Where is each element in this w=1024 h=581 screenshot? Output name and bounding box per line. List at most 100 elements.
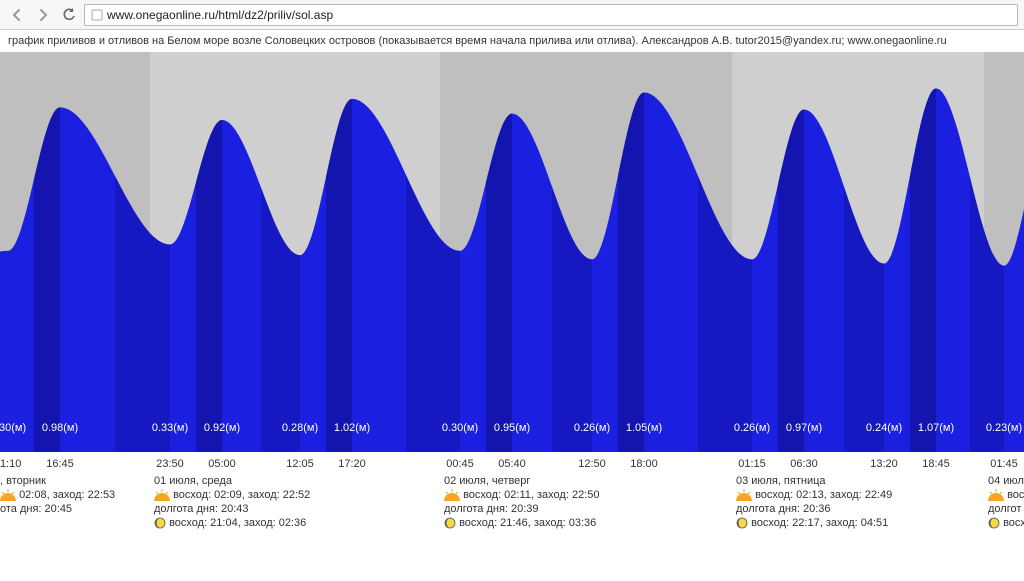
tide-height-label: 0.97(м): [786, 422, 822, 434]
sun-text: восход: 02:09, заход: 22:52: [173, 489, 310, 501]
sun-line: восход: 02:09, заход: 22:52: [154, 488, 438, 502]
page-caption: график приливов и отливов на Белом море …: [0, 30, 1024, 52]
tide-time-label: 06:30: [790, 458, 818, 470]
sun-text: восход: 02:11, заход: 22:50: [463, 489, 599, 501]
tide-height-label: 1.02(м): [334, 422, 370, 434]
sun-text: 02:08, заход: 22:53: [19, 489, 115, 501]
moon-line: восход: 21:46, заход: 03:36: [444, 516, 730, 530]
wave-shade-stripe: [698, 52, 752, 452]
page-icon: [91, 9, 103, 21]
sun-line: восход: 02:11, заход: 22:50: [444, 488, 730, 502]
tide-height-label: 0.23(м): [986, 422, 1022, 434]
day-info-block: 03 июля, пятница восход: 02:13, заход: 2…: [736, 474, 982, 530]
wave-shade-stripe: [486, 52, 512, 452]
daylength-line: долгота дня: 20:36: [736, 502, 982, 516]
tide-height-label: 0.26(м): [574, 422, 610, 434]
tide-time-label: 11:10: [0, 458, 21, 470]
wave-shade-stripe: [34, 52, 60, 452]
day-title: 02 июля, четверг: [444, 474, 730, 488]
moon-text: восход: 01:53: [1003, 517, 1024, 529]
moon-icon: [988, 517, 1000, 529]
sun-icon: [988, 489, 1004, 501]
tide-time-label: 16:45: [46, 458, 74, 470]
day-title: , вторник: [0, 474, 144, 488]
wave-shade-stripe: [910, 52, 936, 452]
tide-chart: 0.30(м) 0.98(м) 0.33(м) 0.92(м) 0.28(м) 1.02(…: [0, 52, 1024, 452]
tide-time-label: 23:50: [156, 458, 184, 470]
wave-shade-stripe: [261, 52, 300, 452]
moon-line: восход: 22:17, заход: 04:51: [736, 516, 982, 530]
wave-shade-stripe: [970, 52, 1004, 452]
tide-height-label: 0.98(м): [42, 422, 78, 434]
tide-height-label: 0.28(м): [282, 422, 318, 434]
wave-shade-stripe: [406, 52, 460, 452]
tide-height-label: 1.05(м): [626, 422, 662, 434]
tide-height-label: 1.07(м): [918, 422, 954, 434]
daylength-line: долгота дня: 20:43: [154, 502, 438, 516]
tide-time-label: 13:20: [870, 458, 898, 470]
moon-icon: [154, 517, 166, 529]
moon-text: восход: 21:04, заход: 02:36: [169, 517, 306, 529]
sun-line: восход: 02:13, заход: 22:49: [736, 488, 982, 502]
forward-button[interactable]: [32, 4, 54, 26]
moon-line: восход: 21:04, заход: 02:36: [154, 516, 438, 530]
url-text: www.onegaonline.ru/html/dz2/priliv/sol.a…: [107, 8, 333, 22]
day-title: 03 июля, пятница: [736, 474, 982, 488]
moon-text: восход: 22:17, заход: 04:51: [751, 517, 888, 529]
sun-icon: [154, 489, 170, 501]
tide-time-label: 05:00: [208, 458, 236, 470]
moon-line: восход: 01:53: [988, 516, 1024, 530]
wave-shade-stripe: [844, 52, 884, 452]
wave-shade-stripe: [115, 52, 170, 452]
reload-button[interactable]: [58, 4, 80, 26]
back-icon: [10, 8, 24, 22]
sun-line: 02:08, заход: 22:53: [0, 488, 144, 502]
wave-shade-stripe: [618, 52, 644, 452]
tide-time-label: 17:20: [338, 458, 366, 470]
tide-height-label: 0.26(м): [734, 422, 770, 434]
moon-text: восход: 21:46, заход: 03:36: [459, 517, 596, 529]
sun-icon: [736, 489, 752, 501]
day-info-block: 02 июля, четверг восход: 02:11, заход: 2…: [444, 474, 730, 530]
tide-height-label: 0.24(м): [866, 422, 902, 434]
sun-icon: [0, 489, 16, 501]
moon-icon: [736, 517, 748, 529]
wave-shade-stripe: [552, 52, 592, 452]
daylength-line: долгот: [988, 502, 1024, 516]
url-bar[interactable]: www.onegaonline.ru/html/dz2/priliv/sol.a…: [84, 4, 1018, 26]
daylength-line: ота дня: 20:45: [0, 502, 144, 516]
tide-time-label: 01:45: [990, 458, 1018, 470]
chart-footer: 11:10 16:45 23:50 05:00 12:05 17:20 00:45 05:40…: [0, 452, 1024, 548]
sun-text: восход: 02:13, заход: 22:49: [755, 489, 892, 501]
day-info-block: 04 июл восходолгот восход: 01:53: [988, 474, 1024, 530]
day-info-block: 01 июля, среда восход: 02:09, заход: 22:…: [154, 474, 438, 530]
wave-shade-stripe: [196, 52, 222, 452]
reload-icon: [62, 8, 76, 22]
back-button[interactable]: [6, 4, 28, 26]
tide-height-label: 0.33(м): [152, 422, 188, 434]
tide-time-label: 01:15: [738, 458, 766, 470]
tide-height-label: 0.92(м): [204, 422, 240, 434]
day-title: 01 июля, среда: [154, 474, 438, 488]
browser-toolbar: www.onegaonline.ru/html/dz2/priliv/sol.a…: [0, 0, 1024, 30]
tide-time-label: 18:00: [630, 458, 658, 470]
tide-height-label: 0.95(м): [494, 422, 530, 434]
tide-time-label: 18:45: [922, 458, 950, 470]
day-title: 04 июл: [988, 474, 1024, 488]
day-info-block: , вторник 02:08, заход: 22:53ота дня: 20…: [0, 474, 144, 516]
tide-time-label: 12:05: [286, 458, 314, 470]
forward-icon: [36, 8, 50, 22]
time-axis: 11:10 16:45 23:50 05:00 12:05 17:20 00:45 05:40…: [0, 452, 1024, 474]
tide-height-label: 0.30(м): [0, 422, 26, 434]
daylength-line: долгота дня: 20:39: [444, 502, 730, 516]
tide-time-label: 00:45: [446, 458, 474, 470]
sun-line: восхо: [988, 488, 1024, 502]
day-info-row: , вторник 02:08, заход: 22:53ота дня: 20…: [0, 474, 1024, 548]
sun-text: восхо: [1007, 489, 1024, 501]
sun-icon: [444, 489, 460, 501]
wave-shade-stripe: [326, 52, 352, 452]
moon-icon: [444, 517, 456, 529]
tide-time-label: 05:40: [498, 458, 526, 470]
tide-time-label: 12:50: [578, 458, 606, 470]
wave-shade-stripe: [778, 52, 804, 452]
